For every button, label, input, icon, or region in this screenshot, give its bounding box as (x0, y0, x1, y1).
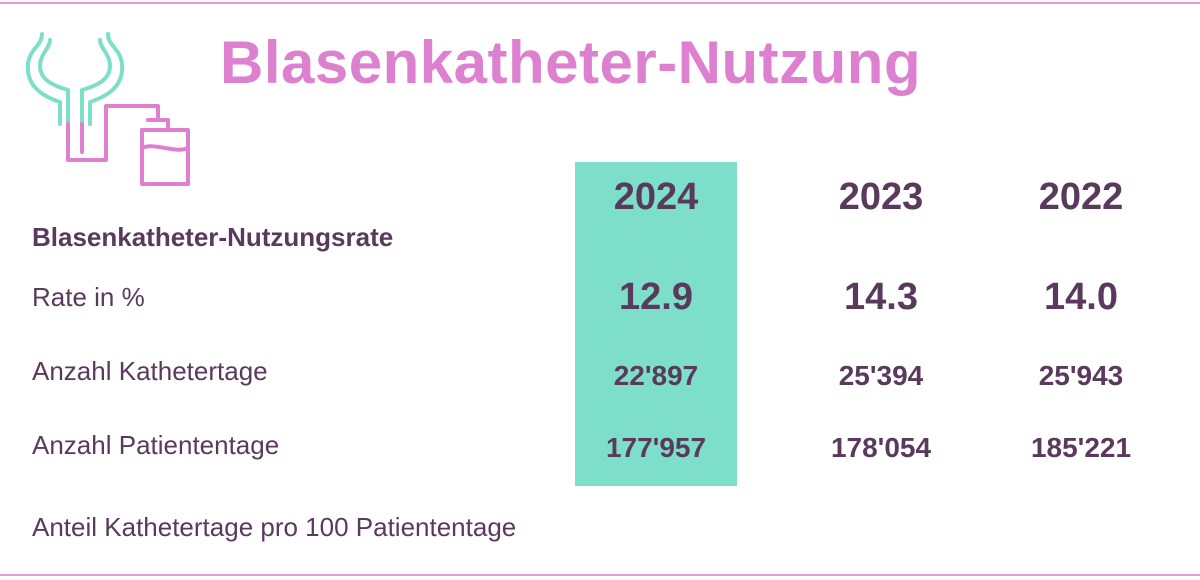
rate-2022: 14.0 (1044, 276, 1118, 318)
row-label-patiententage: Anzahl Patiententage (32, 430, 280, 460)
kathetertage-2022: 25'943 (1038, 360, 1124, 391)
bottom-rule (0, 574, 1200, 576)
patiententage-2023: 178'054 (830, 432, 932, 463)
row-label-kathetertage: Anzahl Kathetertage (32, 356, 268, 386)
bladder-catheter-bag-icon (25, 32, 190, 186)
row-label-rate: Rate in % (32, 282, 145, 312)
kathetertage-2024: 22'897 (613, 360, 699, 391)
patiententage-2024: 177'957 (605, 432, 707, 463)
footnote: Anteil Kathetertage pro 100 Patiententag… (32, 512, 517, 542)
section-label: Blasenkatheter-Nutzungsrate (32, 222, 394, 252)
top-rule (0, 2, 1200, 4)
column-header-2024: 2024 (613, 176, 699, 218)
rate-2023: 14.3 (844, 276, 918, 318)
column-header-2022: 2022 (1038, 176, 1124, 218)
patiententage-2022: 185'221 (1030, 432, 1132, 463)
rate-2024: 12.9 (619, 276, 693, 318)
page-title: Blasenkatheter-Nutzung (220, 29, 922, 96)
kathetertage-2023: 25'394 (838, 360, 924, 391)
highlight-column-2024 (575, 162, 737, 486)
column-header-2023: 2023 (838, 176, 924, 218)
